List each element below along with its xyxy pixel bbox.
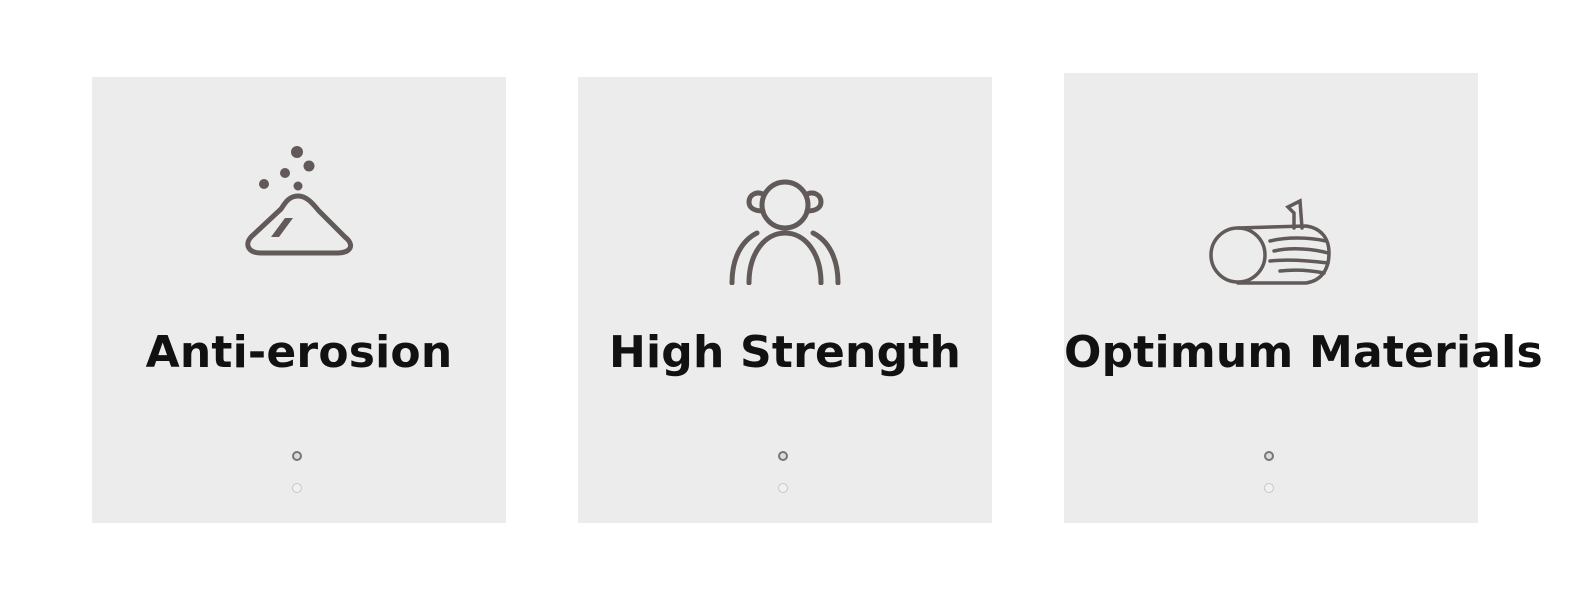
pagination-dots (1263, 449, 1279, 493)
pagination-dot[interactable] (1264, 483, 1274, 493)
erosion-icon (245, 146, 353, 256)
feature-card-optimum-materials: Optimum Materials (1064, 73, 1543, 523)
feature-card-anti-erosion: Anti-erosion (92, 77, 506, 523)
pagination-dot-active[interactable] (292, 451, 302, 461)
feature-title: Optimum Materials (1064, 327, 1543, 378)
feature-title: Anti-erosion (145, 327, 453, 378)
pagination-dots (291, 449, 307, 493)
pagination-dot[interactable] (778, 483, 788, 493)
pagination-dots (777, 449, 793, 493)
feature-title: High Strength (608, 327, 962, 378)
log-material-icon (1209, 198, 1331, 285)
pagination-dot[interactable] (292, 483, 302, 493)
pagination-dot-active[interactable] (1264, 451, 1274, 461)
strength-group-icon (729, 179, 841, 285)
pagination-dot-active[interactable] (778, 451, 788, 461)
feature-card-high-strength: High Strength (578, 77, 992, 523)
